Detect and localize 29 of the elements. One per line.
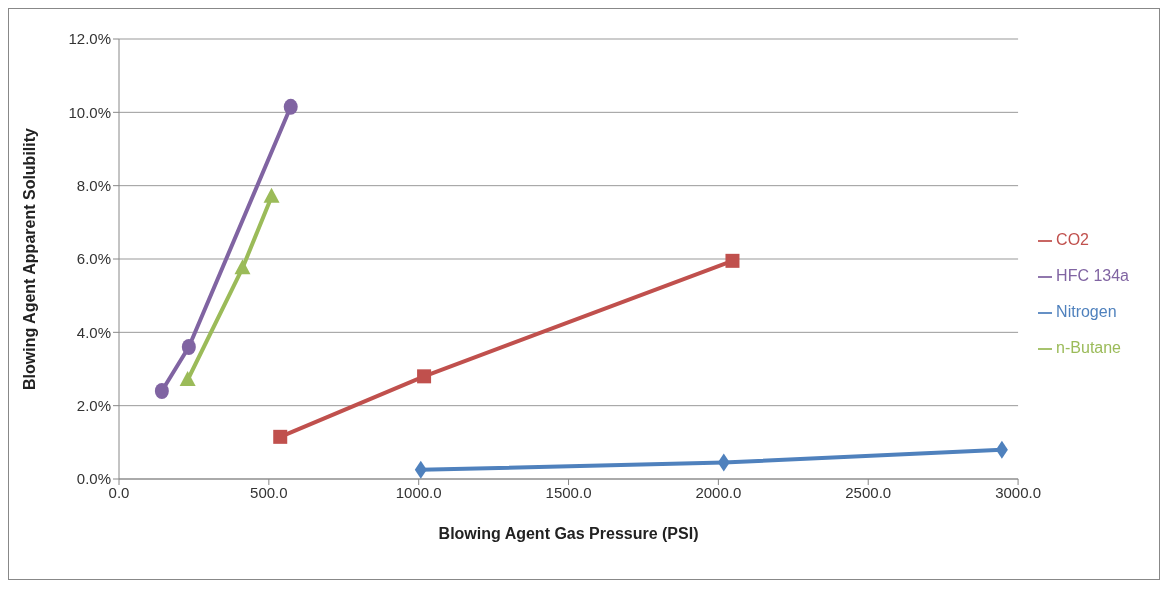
- point: [179, 371, 196, 386]
- y-tick-label: 4.0%: [76, 323, 111, 341]
- x-tick-label: 1500.0: [545, 483, 592, 501]
- x-tick-label: 2500.0: [845, 483, 892, 501]
- y-axis-title: Blowing Agent Apparent Solubility: [20, 127, 38, 390]
- y-tick-label: 10.0%: [68, 103, 111, 121]
- y-tick-label: 0.0%: [76, 470, 111, 488]
- point: [725, 253, 740, 268]
- x-axis-title: Blowing Agent Gas Pressure (PSI): [438, 525, 699, 542]
- x-tick-label: 0.0: [108, 483, 130, 501]
- point: [263, 187, 280, 203]
- x-tick-label: 1000.0: [395, 483, 442, 501]
- point: [273, 429, 288, 444]
- point: [417, 369, 432, 384]
- point: [154, 383, 169, 399]
- x-tick-label: 2000.0: [695, 483, 742, 501]
- y-tick-label: 6.0%: [76, 250, 111, 268]
- point: [234, 259, 251, 275]
- point: [181, 339, 196, 355]
- legend-label: CO2: [1056, 231, 1089, 248]
- y-tick-label: 12.0%: [68, 30, 111, 48]
- legend-label: HFC 134a: [1056, 267, 1129, 284]
- y-tick-label: 8.0%: [76, 176, 111, 194]
- x-tick-label: 500.0: [250, 483, 288, 501]
- x-tick-label: 3000.0: [995, 483, 1042, 501]
- legend-label: Nitrogen: [1056, 303, 1117, 320]
- legend-label: n-Butane: [1056, 339, 1122, 356]
- point: [283, 98, 298, 115]
- y-tick-label: 2.0%: [76, 396, 111, 414]
